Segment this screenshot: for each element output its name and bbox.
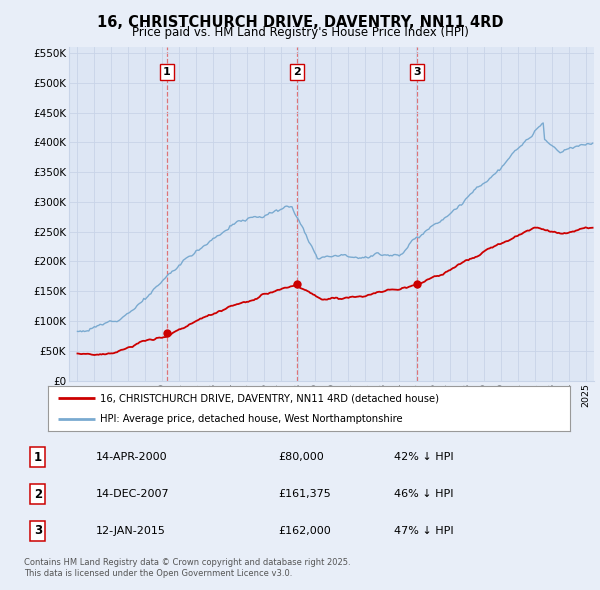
Text: 42% ↓ HPI: 42% ↓ HPI — [394, 453, 454, 463]
Text: Price paid vs. HM Land Registry's House Price Index (HPI): Price paid vs. HM Land Registry's House … — [131, 26, 469, 39]
Text: 14-APR-2000: 14-APR-2000 — [96, 453, 167, 463]
Text: 3: 3 — [413, 67, 421, 77]
Text: £80,000: £80,000 — [278, 453, 323, 463]
Text: 2: 2 — [293, 67, 301, 77]
Text: 1: 1 — [163, 67, 171, 77]
Text: 12-JAN-2015: 12-JAN-2015 — [96, 526, 166, 536]
Text: 16, CHRISTCHURCH DRIVE, DAVENTRY, NN11 4RD: 16, CHRISTCHURCH DRIVE, DAVENTRY, NN11 4… — [97, 15, 503, 30]
Text: HPI: Average price, detached house, West Northamptonshire: HPI: Average price, detached house, West… — [100, 414, 403, 424]
Text: Contains HM Land Registry data © Crown copyright and database right 2025.
This d: Contains HM Land Registry data © Crown c… — [24, 558, 350, 578]
Text: £162,000: £162,000 — [278, 526, 331, 536]
Text: 2: 2 — [34, 487, 42, 501]
Text: 47% ↓ HPI: 47% ↓ HPI — [394, 526, 454, 536]
Text: 16, CHRISTCHURCH DRIVE, DAVENTRY, NN11 4RD (detached house): 16, CHRISTCHURCH DRIVE, DAVENTRY, NN11 4… — [100, 394, 439, 404]
Text: 3: 3 — [34, 525, 42, 537]
Text: 46% ↓ HPI: 46% ↓ HPI — [394, 489, 454, 499]
Text: £161,375: £161,375 — [278, 489, 331, 499]
Text: 14-DEC-2007: 14-DEC-2007 — [96, 489, 169, 499]
Text: 1: 1 — [34, 451, 42, 464]
